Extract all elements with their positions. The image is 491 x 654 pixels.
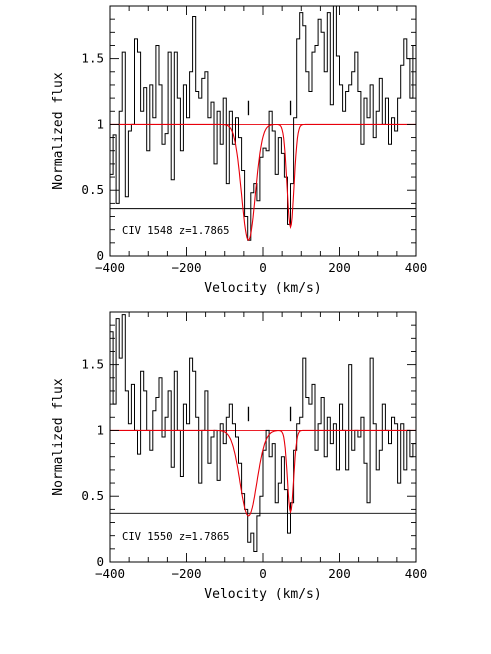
x-tick-label: 200 (328, 260, 351, 275)
x-tick-label: 400 (405, 566, 428, 581)
x-tick-label: 200 (328, 566, 351, 581)
plot-frame (109, 5, 417, 257)
x-tick-label: 0 (259, 260, 267, 275)
y-tick-label: 1 (96, 422, 104, 437)
y-axis-label: Normalized flux (51, 72, 66, 190)
observed-spectrum (110, 6, 416, 241)
y-tick-label: 1.5 (81, 357, 104, 372)
x-axis-label: Velocity (km/s) (204, 281, 321, 296)
observed-spectrum (110, 314, 416, 552)
panel-civ-1548: −400 −200 0 200 400 0 0.5 1 1.5 CIV 1548 z=1.786… (51, 5, 428, 296)
model-fit-line (110, 123, 416, 241)
x-tick-label: −400 (95, 566, 125, 581)
y-tick-label: 0 (96, 554, 104, 569)
x-tick-label: −200 (171, 566, 201, 581)
y-tick-label: 0.5 (81, 182, 104, 197)
panel-label: CIV 1550 z=1.7865 (122, 531, 229, 543)
x-tick-label: 0 (259, 566, 267, 581)
x-tick-label: 400 (405, 260, 428, 275)
y-tick-label: 1.5 (81, 51, 104, 66)
plot-area: −400 −200 0 200 400 0 0.5 1 1.5 (81, 5, 428, 275)
y-tick-label: 0 (96, 248, 104, 263)
y-tick-label: 0.5 (81, 488, 104, 503)
x-tick-label: −400 (95, 260, 125, 275)
model-fit-line (110, 429, 416, 517)
x-tick-label: −200 (171, 260, 201, 275)
panel-label: CIV 1548 z=1.7865 (122, 225, 229, 237)
panel-civ-1550: −400 −200 0 200 400 0 0.5 1 1.5 CIV 1550 z=1.786… (51, 311, 428, 602)
y-axis-label: Normalized flux (51, 378, 66, 496)
plot-area: −400 −200 0 200 400 0 0.5 1 1.5 (81, 311, 428, 581)
x-axis-label: Velocity (km/s) (204, 587, 321, 602)
y-tick-label: 1 (96, 116, 104, 131)
